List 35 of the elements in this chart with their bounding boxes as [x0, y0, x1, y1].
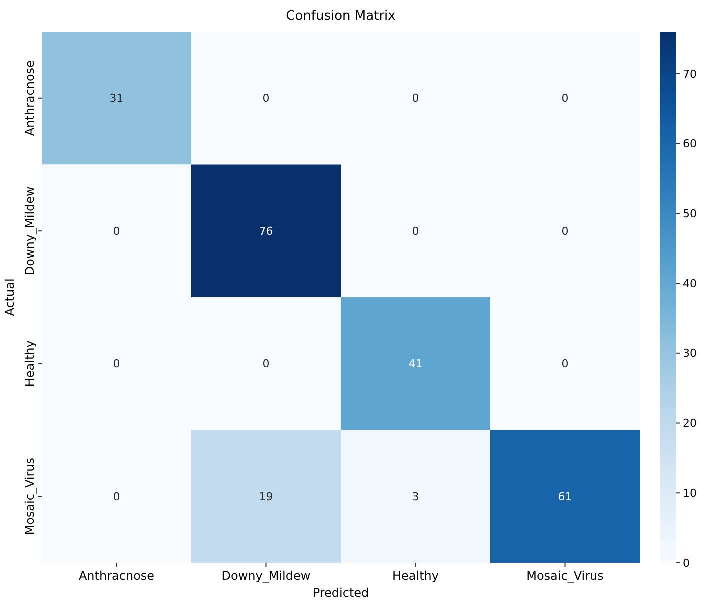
data-label: 0	[562, 92, 569, 106]
data-label: 0	[262, 358, 270, 371]
data-label: 0	[113, 224, 120, 238]
data-label: 0	[562, 224, 569, 238]
data-label: 41	[408, 358, 423, 371]
data-label: 3	[412, 490, 420, 504]
x-tick-label: Healthy	[392, 569, 440, 583]
color-bar-label: 50	[683, 208, 697, 221]
y-tick-label: Mosaic_Virus	[23, 458, 37, 536]
x-tick-label: Downy_Mildew	[222, 569, 311, 583]
data-label: 0	[113, 490, 120, 504]
data-label: 0	[562, 358, 569, 371]
color-bar-label: 40	[683, 277, 697, 290]
data-label: 0	[113, 358, 120, 371]
y-tick-label: Anthracnose	[23, 60, 37, 136]
x-tick-label: Anthracnose	[78, 569, 155, 583]
color-bar-label: 60	[683, 138, 697, 151]
data-label: 61	[558, 490, 572, 504]
color-bar-label: 0	[683, 556, 690, 570]
data-label: 0	[262, 92, 270, 106]
y-tick-label: Healthy	[23, 340, 37, 388]
color-bar-label: 20	[683, 417, 697, 430]
data-label: 0	[412, 224, 420, 238]
color-bar-label: 10	[683, 486, 697, 500]
x-tick-label: Mosaic_Virus	[526, 569, 604, 583]
x-axis-title: Predicted	[312, 586, 370, 600]
color-bar-label: 30	[683, 347, 697, 360]
data-label: 0	[412, 92, 420, 106]
y-tick-label: Downy_Mildew	[23, 186, 37, 276]
data-label: 19	[259, 490, 274, 504]
y-axis-title: Actual	[3, 278, 17, 316]
chart-title: Confusion Matrix	[286, 9, 396, 24]
data-label: 76	[259, 224, 274, 238]
data-label: 31	[110, 92, 124, 106]
color-bar-label: 70	[683, 68, 697, 81]
